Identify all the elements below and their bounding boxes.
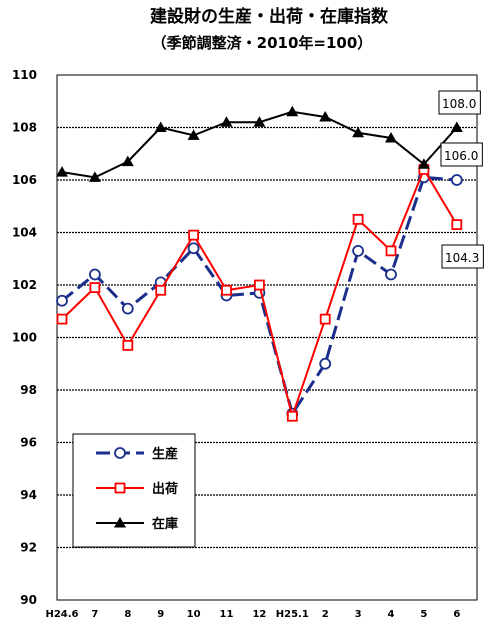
data-point (56, 313, 68, 325)
x-tick-label: 10 (187, 609, 201, 620)
y-tick-label: 100 (12, 331, 37, 345)
x-tick-label: 8 (124, 609, 131, 620)
x-tick-label: H24.6 (45, 609, 78, 620)
x-tick-label: 3 (355, 609, 362, 620)
data-point (352, 126, 365, 138)
data-point (89, 282, 101, 294)
data-point (114, 517, 126, 528)
legend-item-0: 生産 (96, 446, 178, 462)
x-tick-label: 11 (220, 609, 234, 620)
legend-label: 出荷 (152, 481, 178, 497)
data-point (122, 339, 134, 351)
y-tick-label: 108 (12, 121, 37, 135)
chart-title: 建設財の生産・出荷・在庫指数 (150, 6, 389, 27)
annotation-box (441, 244, 484, 269)
data-point (155, 284, 167, 296)
y-tick-label: 90 (20, 593, 37, 607)
data-point (220, 116, 233, 127)
annotation-label: 108.0 (442, 97, 476, 111)
series-layer (56, 105, 463, 422)
data-point (319, 357, 332, 370)
annotation-box (440, 142, 483, 167)
data-point (450, 121, 463, 132)
annotation-label: 104.3 (445, 251, 479, 265)
y-tick-label: 110 (12, 68, 37, 82)
data-point (188, 229, 200, 241)
x-axis: H24.6 7 8 9 10 11 12 H25.1 2 3 4 5 6 (45, 609, 460, 620)
data-point (253, 279, 265, 291)
data-point (88, 171, 101, 182)
legend-item-1: 出荷 (96, 481, 178, 497)
y-tick-label: 92 (20, 541, 37, 555)
annotation-label: 106.0 (444, 149, 478, 163)
data-point (114, 482, 126, 494)
x-tick-label: 9 (157, 609, 164, 620)
annotation-2: 104.3 (441, 244, 484, 269)
x-tick-label: H25.1 (276, 609, 309, 620)
data-point (187, 129, 200, 140)
data-point (253, 116, 266, 127)
chart-subtitle: （季節調整済・2010年=100） (152, 34, 373, 52)
data-point (385, 268, 397, 281)
y-tick-label: 106 (12, 173, 37, 187)
y-tick-label: 94 (20, 488, 37, 502)
x-tick-label: 6 (453, 609, 460, 620)
series-2 (56, 105, 463, 182)
y-tick-label: 104 (12, 226, 37, 240)
annotation-0: 108.0 (438, 90, 481, 115)
x-tick-label: 7 (91, 609, 98, 620)
data-point (385, 132, 397, 143)
x-tick-label: 12 (252, 609, 266, 620)
data-point (56, 166, 68, 177)
y-axis: 90 92 94 96 98 100 102 104 106 108 110 (12, 68, 37, 607)
legend-box (72, 433, 196, 548)
data-point (89, 268, 101, 281)
x-tick-label: 2 (322, 609, 329, 620)
data-point (319, 313, 331, 325)
legend-label: 在庫 (152, 516, 178, 532)
x-tick-label: 4 (388, 609, 395, 620)
data-point (286, 410, 298, 422)
data-point (56, 294, 68, 307)
data-point (154, 121, 167, 132)
data-point (121, 302, 134, 315)
y-tick-label: 98 (20, 383, 37, 397)
y-tick-label: 102 (12, 278, 37, 292)
series-1 (56, 164, 463, 422)
annotation-box (438, 90, 481, 115)
data-point (352, 213, 364, 225)
annotations: 108.0 106.0 104.3 (438, 90, 484, 269)
data-point (417, 158, 430, 169)
data-point (450, 174, 463, 186)
data-point (121, 155, 134, 167)
y-tick-label: 96 (20, 436, 37, 450)
annotation-1: 106.0 (440, 142, 483, 167)
data-point (352, 244, 365, 257)
legend-item-2: 在庫 (96, 516, 178, 532)
data-point (221, 284, 232, 296)
data-point (451, 219, 463, 231)
legend-label: 生産 (152, 446, 178, 462)
x-tick-label: 5 (420, 609, 427, 620)
data-point (286, 105, 299, 117)
data-point (114, 447, 126, 459)
data-point (319, 111, 332, 122)
data-point (187, 242, 200, 255)
data-point (385, 245, 397, 257)
